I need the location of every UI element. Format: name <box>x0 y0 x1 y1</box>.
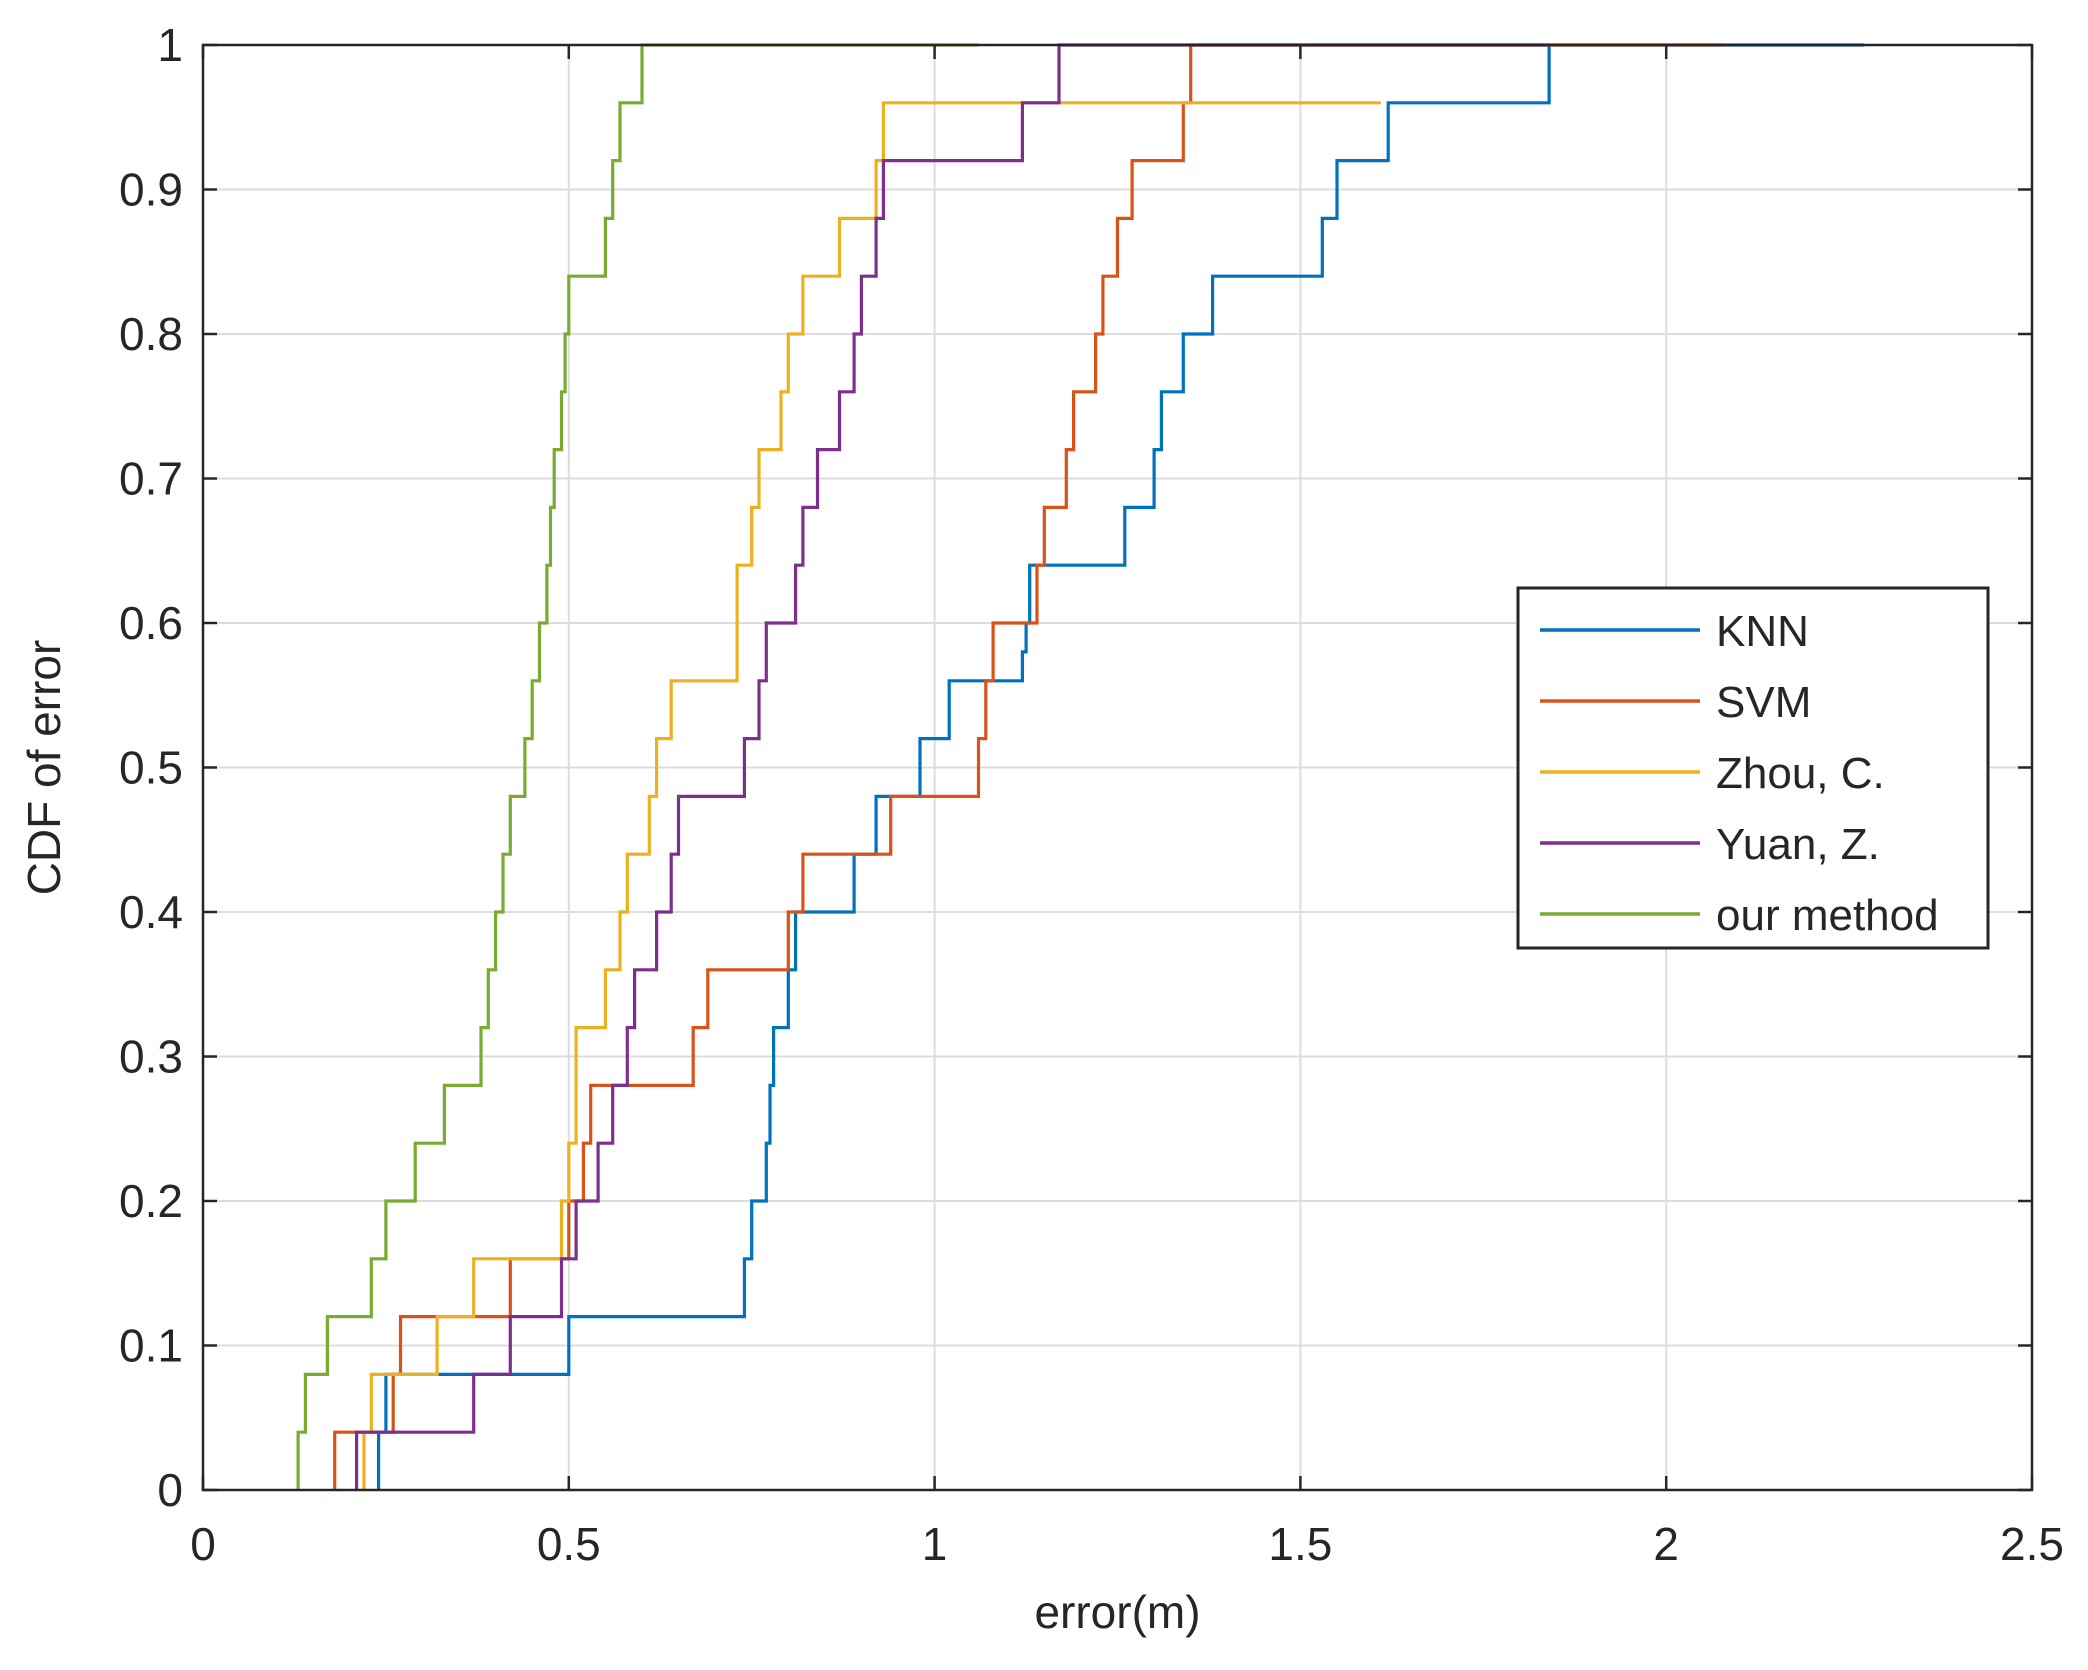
y-tick-label: 0.3 <box>119 1031 183 1083</box>
x-tick-label: 0 <box>190 1518 216 1570</box>
x-tick-label: 2 <box>1653 1518 1679 1570</box>
legend-label: SVM <box>1716 678 1811 727</box>
y-tick-label: 1 <box>157 19 183 71</box>
legend-entry: SVM <box>1540 678 1811 727</box>
y-tick-label: 0.4 <box>119 886 183 938</box>
legend-entry: our method <box>1540 891 1939 940</box>
x-tick-label: 1 <box>922 1518 948 1570</box>
x-axis-label: error(m) <box>1034 1586 1200 1638</box>
y-tick-label: 0.9 <box>119 164 183 216</box>
y-tick-label: 0.8 <box>119 308 183 360</box>
series-line-our-method <box>296 43 979 1490</box>
legend-label: our method <box>1716 891 1939 940</box>
series-line-svm <box>333 43 1725 1490</box>
y-tick-label: 0.1 <box>119 1320 183 1372</box>
y-tick-label: 0.2 <box>119 1175 183 1227</box>
x-tick-label: 2.5 <box>2000 1518 2064 1570</box>
axis-ticks: 0 0.5 1 1.5 2 2.5 0 0.1 0.2 0.3 0.4 0.5 0.6 0.7 0.8 0.9… <box>119 19 2064 1570</box>
legend-label: KNN <box>1716 607 1809 656</box>
y-tick-label: 0.6 <box>119 597 183 649</box>
legend-label: Yuan, Z. <box>1716 820 1880 869</box>
legend-entry: Zhou, C. <box>1540 749 1885 798</box>
y-tick-label: 0.5 <box>119 742 183 794</box>
y-tick-label: 0 <box>157 1464 183 1516</box>
legend: KNN SVM Zhou, C. Yuan, Z. our method <box>1516 586 1990 950</box>
y-axis-label: CDF of error <box>18 640 70 896</box>
legend-entry: Yuan, Z. <box>1540 820 1880 869</box>
legend-box <box>1516 586 1990 950</box>
series-line-knn <box>377 43 1864 1490</box>
x-tick-label: 0.5 <box>537 1518 601 1570</box>
legend-entry: KNN <box>1540 607 1809 656</box>
series-line-zhou-c <box>362 101 1381 1490</box>
x-tick-label: 1.5 <box>1268 1518 1332 1570</box>
series-line-yuan-z <box>355 43 1550 1490</box>
legend-label: Zhou, C. <box>1716 749 1885 798</box>
y-tick-label: 0.7 <box>119 453 183 505</box>
data-series <box>296 43 1864 1490</box>
